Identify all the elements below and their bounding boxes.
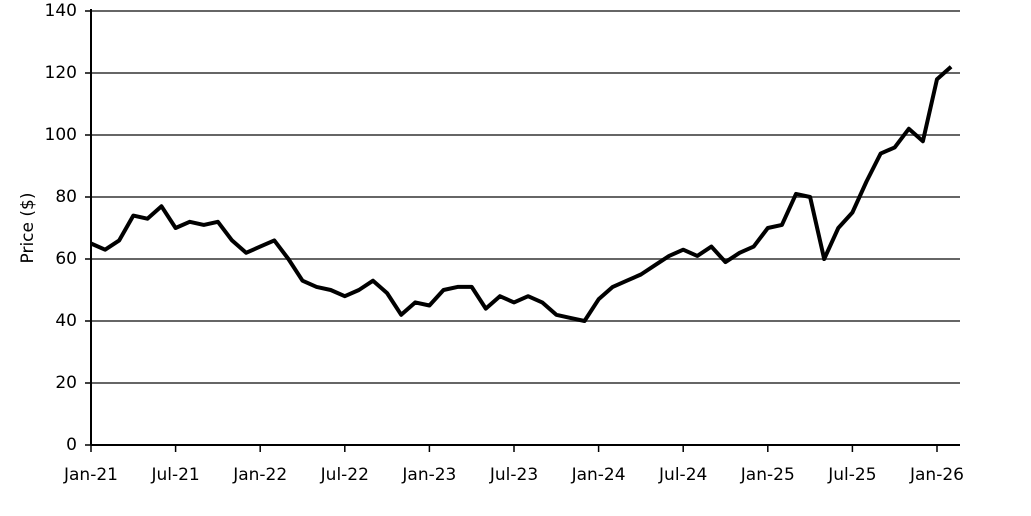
y-tick-label: 120 [45, 63, 77, 83]
price-line [90, 65, 953, 323]
x-tick-label: Jan-26 [909, 465, 964, 485]
x-tick-label: Jul-24 [658, 465, 707, 485]
x-tick-label: Jan-25 [740, 465, 795, 485]
y-tick-label: 140 [45, 1, 77, 21]
x-tick-label: Jul-25 [827, 465, 876, 485]
x-tick-label: Jan-23 [401, 465, 456, 485]
y-tick-label: 80 [55, 187, 77, 207]
y-tick-label: 20 [55, 373, 77, 393]
x-tick-label: Jul-23 [489, 465, 538, 485]
y-axis-label: Price ($) [18, 193, 38, 264]
x-tick-label: Jan-24 [571, 465, 626, 485]
y-tick-label: 0 [66, 435, 77, 455]
y-tick-label: 100 [45, 125, 77, 145]
y-tick-label: 40 [55, 311, 77, 331]
x-tick-label: Jan-22 [232, 465, 287, 485]
x-tick-label: Jul-21 [150, 465, 199, 485]
x-tick-label: Jan-21 [63, 465, 118, 485]
y-tick-label: 60 [55, 249, 77, 269]
x-tick-label: Jul-22 [320, 465, 369, 485]
